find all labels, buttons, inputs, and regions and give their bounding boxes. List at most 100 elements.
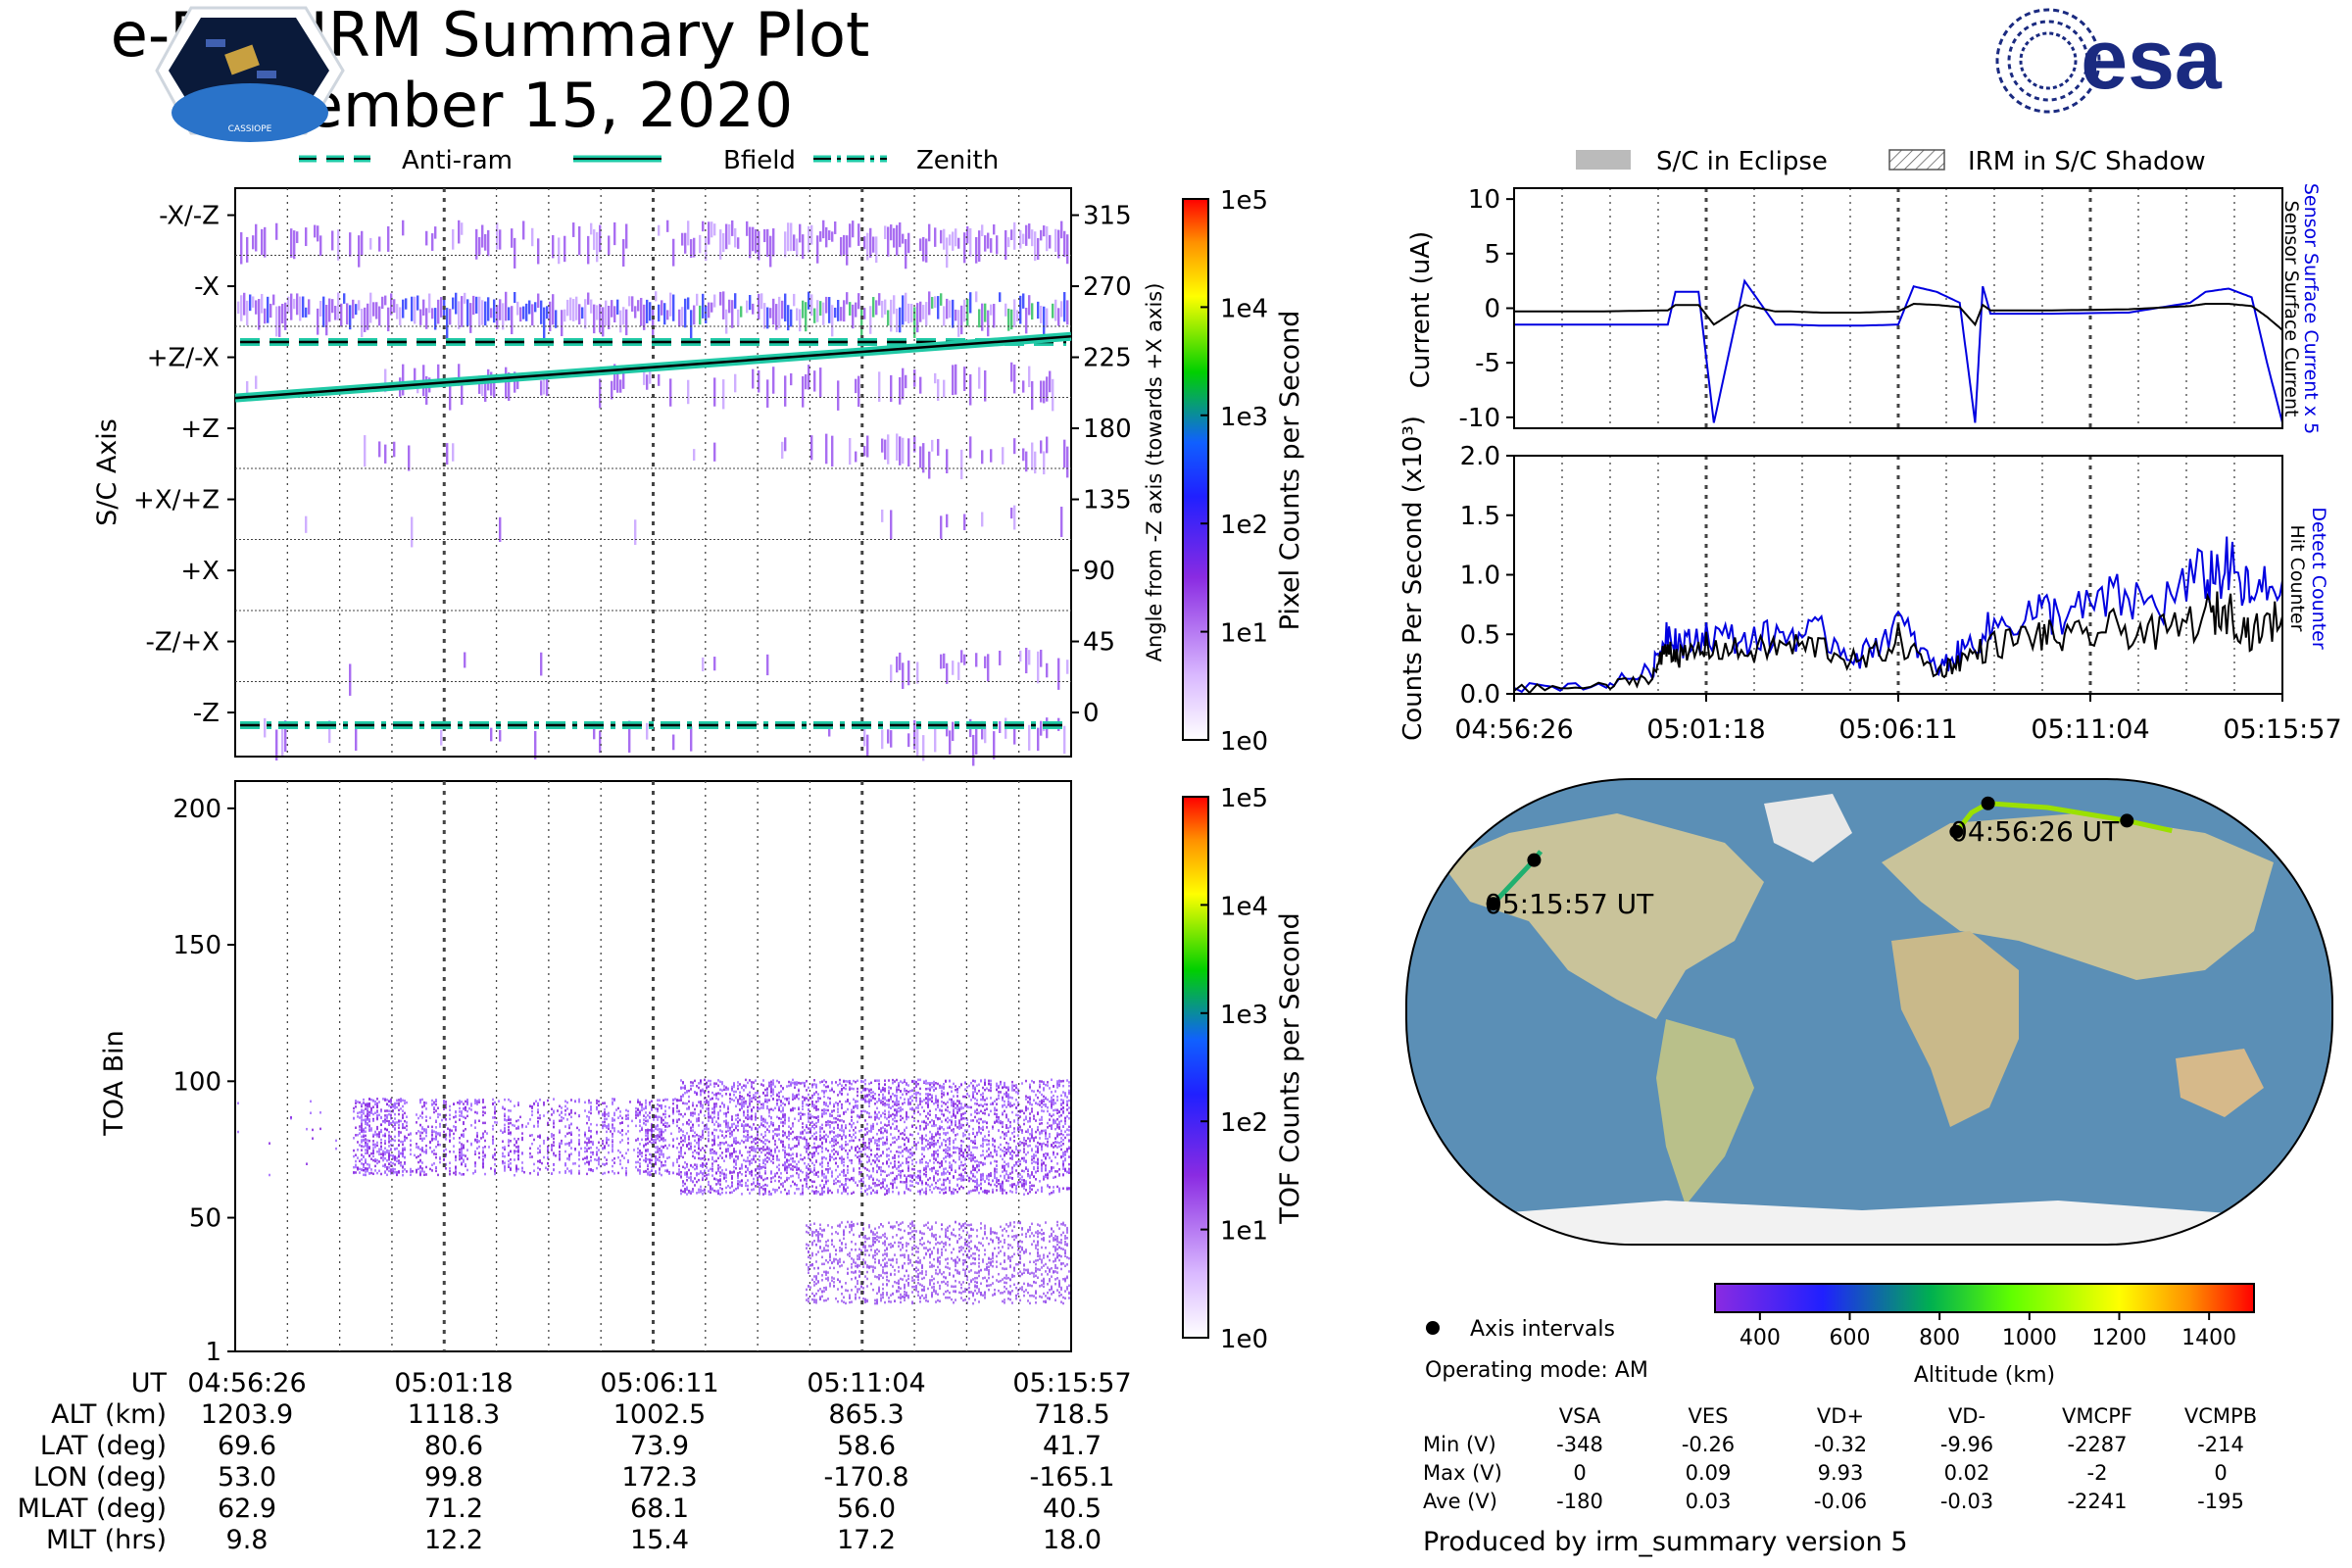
voltage-row-label: Ave (V) — [1423, 1490, 1497, 1513]
colorbar-tick-label: 1e5 — [1220, 186, 1268, 216]
angle-tick-label: 0 — [1083, 699, 1100, 728]
angle-tick-label: 45 — [1083, 628, 1115, 658]
y-tick-label: 1.0 — [1460, 562, 1500, 591]
track-cell: 865.3 — [828, 1399, 904, 1430]
sc-axis-tick-label: -X/-Z — [159, 202, 220, 231]
voltage-table: VSA VES VD+ VD- VMCPF VCMPB Min (V) -348 -0.26 -0… — [1423, 1404, 2257, 1513]
track-cell: 68.1 — [630, 1494, 689, 1524]
counts-right-label-black: Hit Counter — [2286, 525, 2308, 632]
track-cell: 18.0 — [1043, 1525, 1102, 1555]
colorbar-tick-label: 1e1 — [1220, 619, 1268, 649]
blue-trace — [1513, 536, 2283, 694]
map-land — [1406, 794, 2332, 1245]
altitude-tick-label: 400 — [1740, 1326, 1781, 1350]
colorbar-tick-label: 1e2 — [1220, 1108, 1268, 1138]
y-tick-label: 2.0 — [1460, 442, 1500, 471]
operating-mode: Operating mode: AM — [1425, 1358, 1648, 1383]
altitude-tick-label: 1200 — [2092, 1326, 2147, 1350]
voltage-header: VD+ — [1817, 1404, 1864, 1428]
track-row-label: UT — [131, 1368, 168, 1398]
track-cell: 05:11:04 — [807, 1368, 925, 1398]
y-tick-label: 5 — [1484, 240, 1500, 270]
voltage-cell: -9.96 — [1940, 1433, 1993, 1456]
y-tick-label: 10 — [1468, 185, 1500, 215]
sc-axis-tick-label: -X — [194, 272, 220, 302]
track-row-label: LAT (deg) — [40, 1431, 167, 1461]
angle-tick-label: 270 — [1083, 272, 1132, 302]
track-cell: 62.9 — [218, 1494, 276, 1524]
track-interval-point — [1949, 824, 1964, 839]
voltage-cell: -0.06 — [1814, 1490, 1867, 1513]
track-cell: 15.4 — [630, 1525, 689, 1555]
sc-axis-tick-label: -Z/+X — [145, 628, 220, 658]
track-row-label: LON (deg) — [33, 1462, 167, 1493]
track-cell: 99.8 — [424, 1462, 483, 1493]
tof-colorbar-label: TOF Counts per Second — [1275, 912, 1305, 1225]
ground-track-map: 04:56:26 UT 05:15:57 UT — [1405, 778, 2333, 1246]
angle-tick-label: 135 — [1083, 486, 1132, 515]
voltage-cell: 0 — [2214, 1461, 2227, 1485]
blue-trace — [1514, 278, 2283, 423]
colorbar-tick-label: 1e4 — [1220, 294, 1268, 323]
track-cell: 12.2 — [424, 1525, 483, 1555]
track-cell: 40.5 — [1043, 1494, 1102, 1524]
track-cell: 04:56:26 — [187, 1368, 306, 1398]
track-cell: 1203.9 — [201, 1399, 293, 1430]
info-block: Axis intervals Operating mode: AM — [1425, 1317, 1648, 1383]
sc-axis-panel: -X/-Z -X +Z/-X +Z +X/+Z +X -Z/+X -Z 315 270 225 18… — [92, 187, 1166, 766]
track-cell: 05:01:18 — [394, 1368, 513, 1398]
voltage-cell: -195 — [2197, 1490, 2244, 1513]
voltage-header: VES — [1689, 1404, 1729, 1428]
current-legend: S/C in Eclipse IRM in S/C Shadow — [1576, 147, 2206, 176]
voltage-cell: 0.02 — [1944, 1461, 1990, 1485]
y-tick-label: 0 — [1484, 295, 1500, 324]
pixel-colorbar-label: Pixel Counts per Second — [1275, 311, 1305, 631]
voltage-cell: 0.09 — [1686, 1461, 1732, 1485]
colorbar-tick-label: 1e3 — [1220, 1001, 1268, 1030]
current-panel: 10 5 0 -5 -10 Current (uA) Sensor Surface Cu… — [1406, 183, 2322, 434]
altitude-tick-label: 1000 — [2002, 1326, 2057, 1350]
track-cell: 58.6 — [837, 1431, 896, 1461]
y-tick-label: -5 — [1475, 349, 1500, 378]
axis-intervals-label: Axis intervals — [1470, 1317, 1615, 1342]
altitude-tick-label: 800 — [1919, 1326, 1960, 1350]
track-interval-point — [1486, 897, 1500, 911]
track-interval-point — [1527, 853, 1542, 867]
voltage-row-label: Max (V) — [1423, 1461, 1502, 1485]
toa-ylabel: TOA Bin — [99, 1030, 129, 1136]
toa-tick-label: 100 — [172, 1067, 221, 1097]
current-ylabel: Current (uA) — [1406, 231, 1436, 388]
voltage-cell: -2287 — [2067, 1433, 2127, 1456]
track-end-label: 05:15:57 UT — [1485, 888, 1654, 920]
cassiope-logo: CASSIOPE — [155, 6, 345, 142]
track-cell: -165.1 — [1029, 1462, 1114, 1493]
sc-axis-tick-label: +X — [180, 557, 220, 586]
legend-bfield: Bfield — [723, 146, 796, 175]
toa-tick-label: 1 — [205, 1338, 221, 1367]
toa-tick-label: 200 — [172, 795, 221, 824]
track-cell: -170.8 — [823, 1462, 908, 1493]
voltage-header: VSA — [1559, 1404, 1601, 1428]
track-row-label: MLAT (deg) — [18, 1494, 167, 1524]
current-right-label-black: Sensor Surface Current — [2280, 201, 2302, 417]
x-tick-label: 05:01:18 — [1646, 714, 1765, 745]
voltage-cell: -2 — [2087, 1461, 2108, 1485]
sc-axis-tick-label: +X/+Z — [133, 486, 220, 515]
voltage-cell: -180 — [1556, 1490, 1603, 1513]
colorbar-tick-label: 1e0 — [1220, 727, 1268, 757]
tof-colorbar: 1e0 1e1 1e2 1e3 1e4 1e5 TOF Counts per Second — [1182, 784, 1305, 1354]
colorbar-tick-label: 1e4 — [1220, 892, 1268, 921]
colorbar-tick-label: 1e1 — [1220, 1217, 1268, 1247]
axis-interval-marker — [1426, 1321, 1440, 1335]
legend-shadow: IRM in S/C Shadow — [1968, 147, 2206, 176]
toa-tick-label: 150 — [172, 931, 221, 960]
voltage-header: VCMPB — [2184, 1404, 2257, 1428]
x-tick-label: 05:11:04 — [2031, 714, 2149, 745]
track-cell: 172.3 — [621, 1462, 697, 1493]
track-cell: 56.0 — [837, 1494, 896, 1524]
cassiope-label: CASSIOPE — [228, 124, 272, 134]
angle-ylabel: Angle from -Z axis (towards +X axis) — [1143, 283, 1166, 662]
sc-axis-tick-label: -Z — [193, 699, 220, 728]
voltage-header: VD- — [1948, 1404, 1985, 1428]
